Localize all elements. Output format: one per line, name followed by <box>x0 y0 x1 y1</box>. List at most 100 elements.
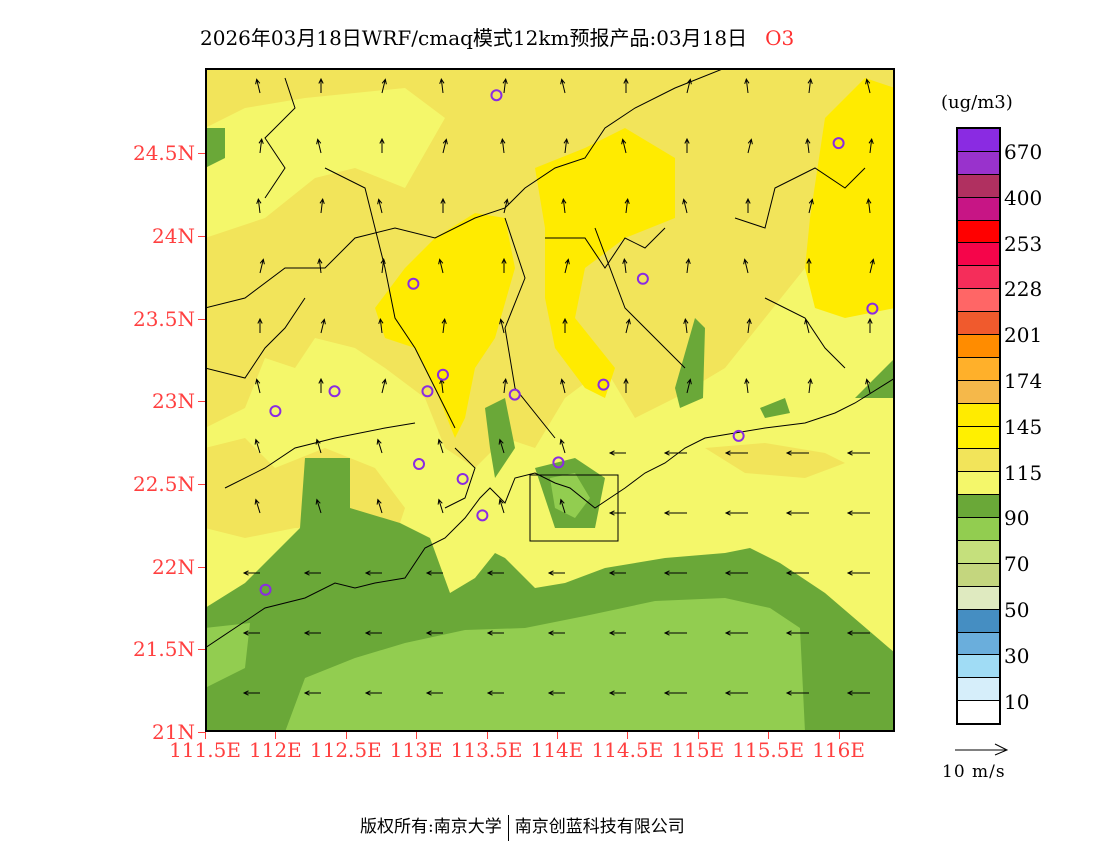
wind-arrow-icon <box>804 318 810 334</box>
colorbar-swatch <box>958 289 999 313</box>
colorbar-label: 90 <box>1004 506 1030 531</box>
wind-arrow-icon <box>499 318 505 334</box>
colorbar-label: 400 <box>1004 185 1043 210</box>
wind-arrow-icon <box>254 438 261 454</box>
wind-arrow-icon <box>559 498 566 514</box>
wind-arrow-icon <box>561 197 567 214</box>
wind-arrow-icon <box>866 197 872 214</box>
colorbar-label: 201 <box>1004 323 1043 348</box>
y-tick-label: 21N <box>152 720 195 744</box>
colorbar-swatch <box>958 380 999 404</box>
wind-arrow-icon <box>746 317 752 334</box>
wind-arrow-icon <box>621 138 627 154</box>
wind-arrow-icon <box>608 690 626 696</box>
wind-arrow-icon <box>364 570 382 576</box>
y-tick-label: 22N <box>152 554 195 579</box>
colorbar-swatch <box>958 678 999 702</box>
colorbar-swatch <box>958 426 999 450</box>
y-tick-mark <box>198 401 205 403</box>
colorbar-swatch <box>958 243 999 267</box>
wind-arrow-icon <box>608 510 626 516</box>
station-marker <box>421 385 434 398</box>
x-tick-mark <box>627 732 629 739</box>
inner-domain-box <box>529 474 619 542</box>
station-marker <box>413 458 426 471</box>
wind-arrow-icon <box>663 510 687 516</box>
colorbar-label: 228 <box>1004 277 1043 302</box>
x-tick-label: 115.5E <box>732 738 805 762</box>
colorbar-swatch <box>958 403 999 427</box>
colorbar-swatch <box>958 518 999 542</box>
wind-arrow-icon <box>242 690 260 696</box>
wind-arrow-icon <box>437 438 444 454</box>
wind-arrow-icon <box>624 197 630 214</box>
wind-arrow-icon <box>257 317 263 333</box>
x-tick-mark <box>486 732 488 739</box>
x-tick-mark <box>697 732 699 739</box>
wind-arrow-icon <box>623 77 629 93</box>
colorbar-swatch <box>958 495 999 519</box>
wind-arrow-icon <box>502 77 508 94</box>
wind-arrow-icon <box>846 630 870 636</box>
colorbar-label: 10 <box>1004 689 1030 714</box>
wind-arrow-icon <box>255 378 261 394</box>
wind-arrow-icon <box>378 317 384 334</box>
colorbar-swatch <box>958 449 999 473</box>
colorbar-swatch <box>958 151 999 175</box>
x-tick-label: 113.5E <box>450 738 523 762</box>
colorbar-label: 30 <box>1004 643 1030 668</box>
wind-arrow-icon <box>438 258 444 274</box>
wind-arrow-icon <box>724 510 748 516</box>
x-tick-mark <box>416 732 418 739</box>
station-marker <box>832 137 845 150</box>
colorbar-label: 115 <box>1004 460 1043 485</box>
wind-arrow-icon <box>381 378 387 394</box>
colorbar-swatch <box>958 472 999 496</box>
colorbar-swatch <box>958 701 999 724</box>
wind-arrow-icon <box>663 450 687 456</box>
wind-arrow-icon <box>559 438 566 454</box>
wind-arrow-icon <box>364 630 382 636</box>
y-tick-mark <box>198 483 205 485</box>
wind-arrow-icon <box>846 570 870 576</box>
wind-arrow-icon <box>686 78 692 94</box>
contour-145-174 <box>375 213 515 438</box>
wind-arrow-icon <box>501 257 507 273</box>
y-tick-label: 22.5N <box>132 471 195 496</box>
wind-arrow-icon <box>623 377 629 393</box>
wind-arrow-icon <box>256 197 262 214</box>
station-marker <box>269 405 282 418</box>
wind-arrow-icon <box>320 318 326 334</box>
wind-arrow-icon <box>564 258 570 274</box>
wind-arrow-icon <box>846 450 870 456</box>
station-marker <box>490 89 503 102</box>
wind-arrow-icon <box>785 510 809 516</box>
y-tick-mark <box>198 235 205 237</box>
wind-arrow-icon <box>425 570 443 576</box>
x-tick-label: 116E <box>812 738 865 762</box>
wind-arrow-icon <box>364 690 382 696</box>
wind-arrow-icon <box>242 570 260 576</box>
colorbar-label: 253 <box>1004 231 1043 256</box>
y-tick-label: 24N <box>152 223 195 248</box>
wind-arrow-icon <box>806 257 812 273</box>
wind-arrow-icon <box>663 570 687 576</box>
wind-arrow-icon <box>785 690 809 696</box>
wind-arrow-icon <box>303 570 321 576</box>
wind-arrow-icon <box>562 317 568 333</box>
station-marker <box>732 429 745 442</box>
wind-arrow-icon <box>303 690 321 696</box>
wind-arrow-icon <box>547 690 565 696</box>
wind-arrow-icon <box>867 317 873 333</box>
colorbar-swatch <box>958 655 999 679</box>
wind-arrow-icon <box>258 137 264 154</box>
x-tick-mark <box>838 732 840 739</box>
wind-arrow-icon <box>486 690 504 696</box>
station-marker <box>456 472 469 485</box>
wind-arrow-icon <box>744 377 750 394</box>
station-marker <box>552 456 565 469</box>
wind-arrow-icon <box>381 78 387 94</box>
contour-145-174 <box>805 78 893 318</box>
wind-arrow-icon <box>807 77 813 94</box>
